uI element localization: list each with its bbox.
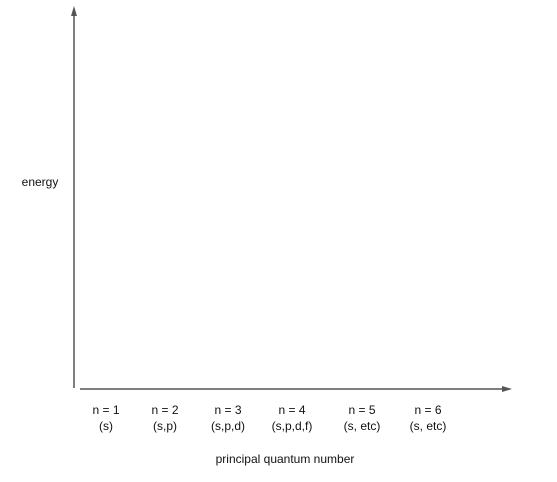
y-axis-label: energy	[22, 175, 59, 189]
n-label: n = 4	[278, 403, 305, 417]
n-label: n = 3	[214, 403, 241, 417]
x-axis-label: principal quantum number	[216, 452, 355, 466]
y-axis-arrow	[71, 6, 77, 16]
n-label: n = 5	[348, 403, 375, 417]
subshell-label: (s)	[99, 419, 113, 433]
n-label: n = 1	[92, 403, 119, 417]
column-labels: n = 1 (s) n = 2 (s,p) n = 3 (s,p,d) n = 4 (s,p,…	[92, 403, 446, 433]
subshell-label: (s,p,d,f)	[272, 419, 313, 433]
subshell-label: (s,p)	[153, 419, 177, 433]
n-label: n = 6	[414, 403, 441, 417]
subshell-label: (s,p,d)	[211, 419, 245, 433]
n-label: n = 2	[151, 403, 178, 417]
subshell-label: (s, etc)	[410, 419, 447, 433]
subshell-label: (s, etc)	[344, 419, 381, 433]
x-axis-arrow	[502, 386, 512, 392]
